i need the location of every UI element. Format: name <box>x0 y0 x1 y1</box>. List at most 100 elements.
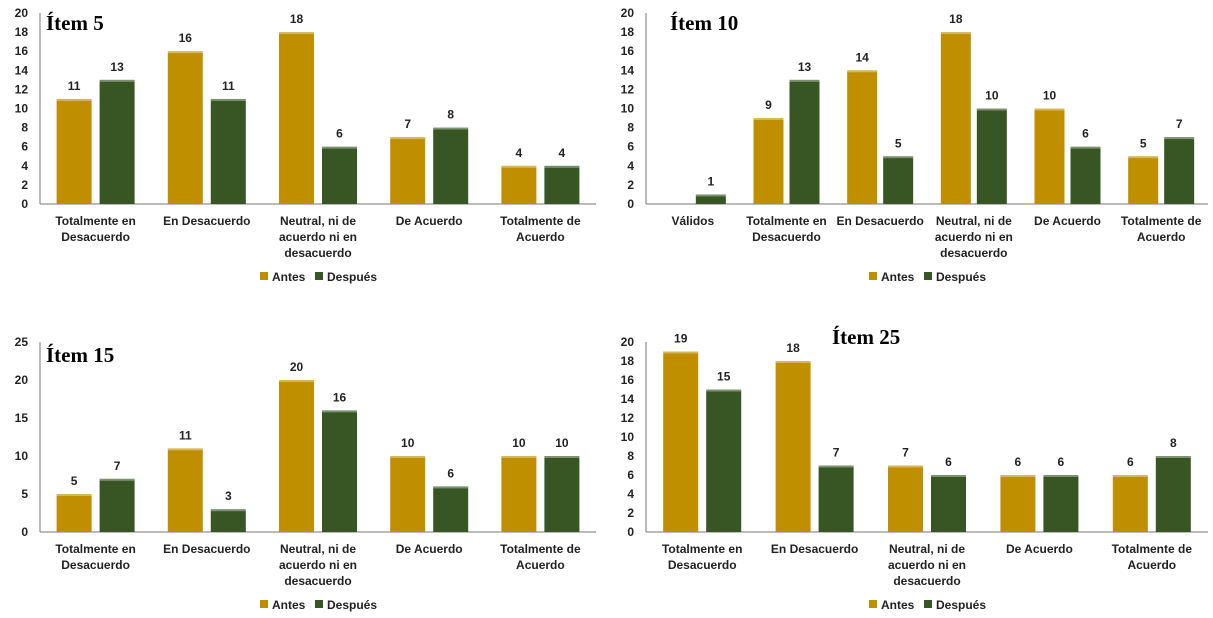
legend-swatch-despues <box>924 272 932 280</box>
chart-item-15: 0 5 10 15 20 25 Ítem 15 5 7 Totalmente en Desacuer… <box>15 335 596 612</box>
bar-despues <box>695 194 726 204</box>
y-tick-label: 0 <box>21 525 28 539</box>
x-tick-label: En Desacuerdo <box>771 542 858 556</box>
data-label: 11 <box>68 79 81 93</box>
bar-despues <box>433 127 469 204</box>
legend-label-despues: Después <box>327 598 377 612</box>
x-tick-label: Neutral, ni de acuerdo ni en desacuerdo <box>935 214 1013 260</box>
y-tick-label: 6 <box>627 468 634 482</box>
y-tick-label: 16 <box>15 44 29 58</box>
y-tick-label: 20 <box>15 373 29 387</box>
y-tick-label: 10 <box>15 102 29 116</box>
bar-antes <box>775 361 811 532</box>
data-label: 8 <box>447 108 454 122</box>
bar-antes <box>390 137 426 204</box>
bar-despues <box>99 478 135 532</box>
bar-antes <box>1000 475 1036 532</box>
bar-despues <box>818 465 854 532</box>
data-label: 18 <box>786 341 800 355</box>
data-label: 16 <box>179 31 193 45</box>
y-tick-label: 16 <box>621 373 635 387</box>
chart-item-5: 0 2 4 6 8 10 12 14 16 18 20 Ítem 5 11 13 Totalmente en… <box>15 6 596 284</box>
y-tick-label: 10 <box>15 449 29 463</box>
x-tick-label: De Acuerdo <box>1034 214 1101 228</box>
y-tick-label: 4 <box>627 487 634 501</box>
chart-title: Ítem 5 <box>46 11 104 35</box>
data-label: 13 <box>798 60 812 74</box>
x-tick-label: Totalmente en Desacuerdo <box>55 542 135 572</box>
y-tick-label: 14 <box>621 63 635 77</box>
bar-despues <box>210 509 246 532</box>
y-tick-label: 0 <box>21 197 28 211</box>
y-tick-label: 6 <box>21 140 28 154</box>
x-tick-label: En Desacuerdo <box>836 214 923 228</box>
x-tick-label: Válidos <box>671 214 714 228</box>
y-tick-label: 2 <box>627 506 634 520</box>
data-label: 6 <box>447 466 454 480</box>
y-tick-label: 8 <box>627 121 634 135</box>
x-tick-label: De Acuerdo <box>396 542 463 556</box>
data-label: 10 <box>1043 89 1057 103</box>
data-label: 7 <box>1176 117 1183 131</box>
data-label: 15 <box>717 370 731 384</box>
y-tick-label: 12 <box>621 411 635 425</box>
y-tick-label: 0 <box>627 525 634 539</box>
x-tick-label: En Desacuerdo <box>163 214 250 228</box>
y-tick-label: 20 <box>621 335 635 349</box>
legend-label-antes: Antes <box>881 270 915 284</box>
y-tick-label: 18 <box>15 25 29 39</box>
data-label: 9 <box>765 98 772 112</box>
y-tick-label: 25 <box>15 335 29 349</box>
bar-despues <box>322 146 357 204</box>
y-tick-label: 14 <box>621 392 635 406</box>
legend-label-antes: Antes <box>881 598 915 612</box>
bar-antes <box>501 456 537 532</box>
x-tick-label: Neutral, ni de acuerdo ni en desacuerdo <box>279 542 357 588</box>
y-tick-label: 12 <box>15 82 29 96</box>
data-label: 11 <box>179 428 192 442</box>
bar-antes <box>56 494 92 532</box>
data-label: 6 <box>1127 455 1134 469</box>
x-tick-label: Totalmente de Acuerdo <box>500 214 581 244</box>
data-label: 10 <box>401 436 415 450</box>
bar-despues <box>1155 456 1191 532</box>
data-label: 5 <box>895 136 902 150</box>
y-tick-label: 18 <box>621 354 635 368</box>
data-label: 16 <box>333 390 347 404</box>
y-tick-label: 10 <box>621 102 635 116</box>
data-label: 10 <box>555 436 569 450</box>
legend-swatch-despues <box>924 600 932 608</box>
chart-item-25: 0 2 4 6 8 10 12 14 16 18 20 Ítem 25 19 15 Totalmente e… <box>621 325 1208 612</box>
x-tick-label: Totalmente de Acuerdo <box>1112 542 1193 572</box>
y-tick-label: 8 <box>627 449 634 463</box>
legend: Antes Después <box>260 270 377 284</box>
bar-despues <box>1043 475 1079 532</box>
y-tick-label: 18 <box>621 25 635 39</box>
y-tick-label: 12 <box>621 82 635 96</box>
chart-item-10: 0 2 4 6 8 10 12 14 16 18 20 Ítem 10 1 Válidos 9 13 Total… <box>621 6 1208 284</box>
legend: Antes Después <box>869 598 986 612</box>
x-tick-label: Totalmente de Acuerdo <box>1121 214 1202 244</box>
bar-despues <box>1070 146 1101 204</box>
bar-antes <box>390 456 426 532</box>
bar-antes <box>1112 475 1148 532</box>
data-label: 1 <box>707 174 714 188</box>
x-tick-label: Totalmente en Desacuerdo <box>746 214 826 244</box>
data-label: 11 <box>222 79 235 93</box>
data-label: 7 <box>114 459 121 473</box>
bar-despues <box>789 79 820 204</box>
data-label: 10 <box>985 89 999 103</box>
legend-label-despues: Después <box>936 270 986 284</box>
data-label: 6 <box>1082 127 1089 141</box>
bar-despues <box>544 456 580 532</box>
chart-title: Ítem 10 <box>670 11 738 35</box>
x-tick-label: Neutral, ni de acuerdo ni en desacuerdo <box>279 214 357 260</box>
data-label: 7 <box>404 117 411 131</box>
y-tick-label: 2 <box>21 178 28 192</box>
x-tick-label: De Acuerdo <box>1006 542 1073 556</box>
bar-antes <box>940 32 971 204</box>
bar-antes <box>1034 108 1065 204</box>
legend-label-despues: Después <box>327 270 377 284</box>
bar-antes <box>167 448 203 532</box>
